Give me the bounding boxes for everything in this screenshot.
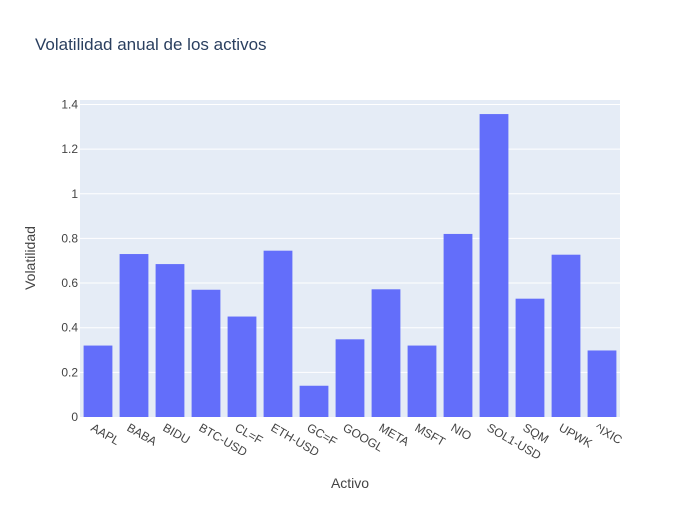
y-tick-label: 0.2: [61, 365, 78, 379]
y-tick-label: 1.4: [61, 97, 78, 111]
y-tick-label: 0: [71, 410, 78, 424]
bar-btc-usd[interactable]: [191, 289, 221, 417]
bar-bidu[interactable]: [155, 264, 185, 417]
x-tick-label: ^IXIC: [593, 420, 625, 447]
bar-eth-usd[interactable]: [263, 250, 293, 417]
bar-sqm[interactable]: [515, 298, 545, 417]
x-tick-label: BABA: [125, 420, 160, 448]
bar-nio[interactable]: [443, 233, 473, 417]
bar-googl[interactable]: [335, 339, 365, 417]
bars: [83, 114, 617, 417]
bar-ixic[interactable]: [587, 350, 617, 417]
bar-msft[interactable]: [407, 345, 437, 417]
y-tick-label: 0.4: [61, 321, 78, 335]
x-tick-label: BIDU: [161, 420, 193, 446]
bar-sol1-usd[interactable]: [479, 114, 509, 417]
x-tick-label: AAPL: [89, 420, 123, 448]
y-tick-label: 0.6: [61, 276, 78, 290]
x-tick-label: UPWK: [557, 420, 595, 450]
bar-baba[interactable]: [119, 254, 149, 417]
bar-gc-f[interactable]: [299, 385, 329, 417]
y-tick-label: 1.2: [61, 142, 78, 156]
y-tick-label: 0.8: [61, 231, 78, 245]
x-tick-label: GOOGL: [341, 420, 386, 454]
bar-aapl[interactable]: [83, 345, 113, 417]
bar-upwk[interactable]: [551, 254, 581, 417]
y-tick-label: 1: [71, 187, 78, 201]
y-axis-label: Volatilidad: [22, 226, 38, 290]
x-tick-label: MSFT: [413, 420, 449, 449]
x-axis-label: Activo: [331, 475, 369, 491]
chart-title: Volatilidad anual de los activos: [35, 35, 267, 54]
y-tick-labels: 0 0.2 0.4 0.6 0.8 1 1.2 1.4: [61, 97, 78, 424]
x-tick-label: NIO: [449, 420, 474, 443]
bar-cl-f[interactable]: [227, 316, 257, 417]
bar-meta[interactable]: [371, 289, 401, 417]
